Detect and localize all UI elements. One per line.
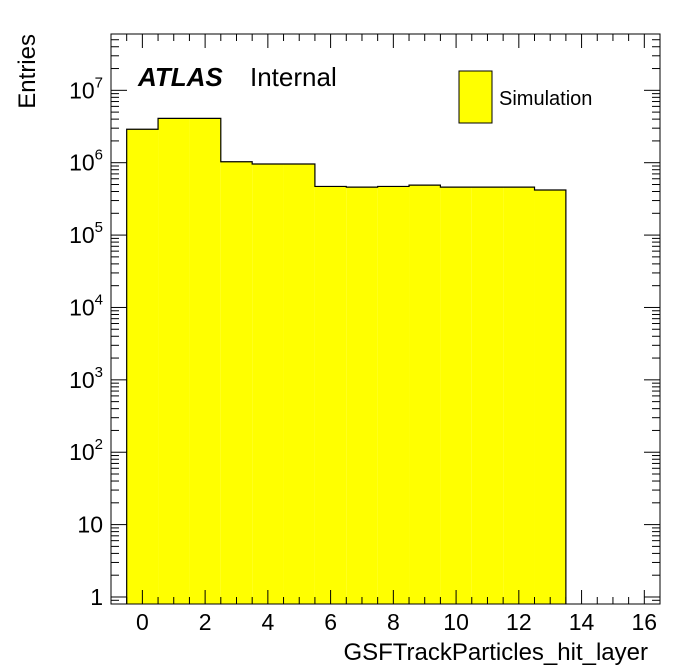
y-axis-tick-labels: 1 10 102 103 104 105 106 107	[69, 74, 103, 610]
x-tick-label: 0	[136, 609, 149, 635]
y-axis-title: Entries	[14, 34, 41, 109]
histogram-bar	[252, 163, 284, 604]
histogram-bar	[126, 129, 159, 604]
x-tick-label: 10	[443, 609, 469, 635]
histogram-bar	[471, 187, 504, 604]
histogram-bar	[377, 186, 410, 605]
histogram-outline	[126, 117, 567, 604]
y-axis-ticks	[111, 33, 660, 605]
legend-swatch	[458, 70, 493, 124]
y-tick-label: 105	[69, 219, 103, 248]
histogram-bar	[283, 163, 315, 604]
histogram-bar	[534, 189, 566, 604]
histogram-bar	[189, 118, 221, 605]
histogram-bar	[220, 161, 253, 604]
x-tick-label: 4	[261, 609, 274, 635]
y-tick-label: 106	[69, 147, 103, 176]
atlas-label: ATLAS	[137, 62, 223, 92]
y-tick-label: 107	[69, 74, 103, 103]
x-tick-label: 14	[569, 609, 595, 635]
legend-label: Simulation	[499, 88, 592, 110]
x-axis-title: GSFTrackParticles_hit_layer	[343, 639, 648, 666]
x-tick-label: 2	[199, 609, 212, 635]
x-tick-label: 6	[324, 609, 337, 635]
histogram-bar	[409, 185, 441, 604]
histogram-bar	[440, 187, 472, 604]
x-axis-tick-labels: 0 2 4 6 8 10 12 14 16	[136, 609, 657, 635]
y-tick-label: 103	[69, 364, 103, 393]
y-tick-label: 102	[69, 436, 103, 465]
legend: Simulation	[458, 70, 592, 124]
histogram-bars	[126, 117, 567, 605]
x-tick-label: 12	[506, 609, 532, 635]
histogram-bar	[503, 187, 535, 604]
y-tick-label: 1	[90, 584, 103, 610]
histogram-bar	[314, 186, 347, 605]
y-tick-label: 104	[69, 291, 103, 320]
y-tick-label: 10	[77, 512, 103, 538]
histogram-bar	[158, 118, 190, 605]
x-tick-label: 8	[387, 609, 400, 635]
internal-label: Internal	[250, 62, 337, 92]
x-axis-ticks	[110, 34, 661, 604]
x-tick-label: 16	[632, 609, 658, 635]
histogram-bar	[346, 187, 378, 604]
